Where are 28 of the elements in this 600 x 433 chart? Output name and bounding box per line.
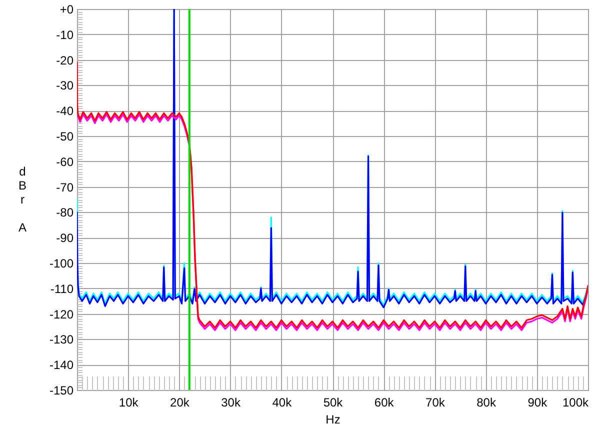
y-tick-label: -50 — [56, 130, 74, 144]
y-tick-label: -120 — [49, 307, 74, 322]
y-tick-label: -40 — [56, 104, 74, 118]
y-tick-label: -20 — [56, 53, 74, 68]
y-tick-label: -10 — [56, 28, 74, 42]
y-tick-label: -80 — [56, 206, 74, 220]
y-tick-label: -60 — [56, 154, 74, 169]
x-tick-label: 90k — [528, 396, 548, 410]
y-tick-label: -150 — [49, 384, 74, 398]
y-tick-label: +0 — [60, 2, 74, 16]
x-tick-label: 30k — [221, 396, 242, 410]
x-tick-label: 100k — [562, 396, 590, 410]
x-tick-label: 80k — [476, 396, 497, 410]
x-tick-label: 10k — [118, 396, 140, 410]
y-tick-label: -100 — [49, 256, 74, 270]
x-tick-label: 50k — [323, 396, 344, 410]
y-tick-label: -110 — [50, 282, 74, 296]
y-tick-label: -30 — [56, 78, 74, 93]
x-axis-title: Hz — [326, 412, 340, 426]
y-tick-label: -70 — [56, 180, 74, 194]
x-tick-label: 20k — [170, 396, 190, 410]
y-tick-label: -130 — [49, 332, 74, 347]
x-tick-label: 40k — [272, 396, 293, 410]
x-tick-label: 60k — [374, 396, 395, 410]
x-tick-label: 70k — [426, 396, 446, 410]
y-axis-title: dBr A — [18, 164, 27, 234]
y-tick-label: -140 — [49, 358, 74, 372]
y-tick-label: -90 — [56, 231, 74, 246]
